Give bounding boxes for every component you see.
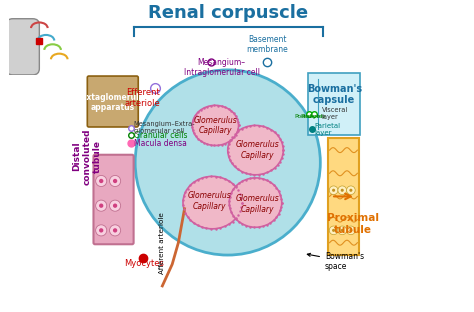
Circle shape	[332, 189, 335, 192]
FancyBboxPatch shape	[87, 76, 138, 127]
Circle shape	[341, 189, 344, 192]
Circle shape	[99, 228, 103, 232]
Circle shape	[113, 179, 117, 183]
Text: Glomerulus
Capillary: Glomerulus Capillary	[235, 140, 279, 160]
Ellipse shape	[229, 178, 282, 227]
Text: Mesangium–Extra-
glomerular cell: Mesangium–Extra- glomerular cell	[134, 121, 195, 134]
Text: Juxtaglomerular
apparatus: Juxtaglomerular apparatus	[78, 93, 148, 112]
Text: Bowman's
capsule: Bowman's capsule	[307, 84, 362, 105]
Text: Efferent
arteriole: Efferent arteriole	[125, 88, 161, 108]
Circle shape	[109, 175, 121, 187]
Circle shape	[99, 203, 103, 208]
Text: Glomerulus
Capillary: Glomerulus Capillary	[187, 191, 231, 211]
Circle shape	[346, 186, 355, 195]
Text: Myocytes: Myocytes	[124, 259, 164, 268]
Text: Basement
membrane: Basement membrane	[246, 35, 288, 55]
Text: Renal corpuscle: Renal corpuscle	[148, 4, 308, 22]
Circle shape	[96, 175, 107, 187]
Text: Parietal
layer: Parietal layer	[315, 123, 341, 136]
Circle shape	[96, 225, 107, 236]
FancyBboxPatch shape	[328, 138, 359, 255]
Text: Visceral
layer: Visceral layer	[322, 107, 348, 119]
FancyBboxPatch shape	[6, 19, 39, 75]
Text: Proximal
tubule: Proximal tubule	[327, 213, 379, 235]
Text: Afferent arteriole: Afferent arteriole	[159, 212, 165, 274]
Circle shape	[113, 203, 117, 208]
Circle shape	[96, 200, 107, 211]
Circle shape	[329, 186, 338, 195]
Circle shape	[109, 200, 121, 211]
Text: Glomerulus
Capillary: Glomerulus Capillary	[193, 116, 237, 135]
Ellipse shape	[228, 125, 283, 175]
Circle shape	[338, 226, 346, 235]
Circle shape	[349, 189, 353, 192]
Text: Distal
convoluted
tubule: Distal convoluted tubule	[73, 128, 102, 184]
Text: Macula densa: Macula densa	[134, 139, 186, 148]
Ellipse shape	[192, 105, 238, 145]
Circle shape	[341, 229, 344, 232]
Circle shape	[135, 70, 320, 255]
Text: Pedicels: Pedicels	[301, 114, 326, 119]
Ellipse shape	[183, 176, 242, 229]
Circle shape	[349, 229, 353, 232]
FancyBboxPatch shape	[308, 73, 360, 135]
Text: Granular cells: Granular cells	[134, 131, 187, 140]
Circle shape	[346, 226, 355, 235]
Circle shape	[338, 186, 346, 195]
FancyBboxPatch shape	[93, 155, 134, 244]
Text: Podocyte: Podocyte	[295, 114, 324, 119]
Circle shape	[113, 228, 117, 232]
Text: Bowman's
space: Bowman's space	[307, 251, 364, 271]
Text: Glomerulus
Capillary: Glomerulus Capillary	[235, 194, 279, 214]
Circle shape	[109, 225, 121, 236]
Text: Mesangium–
Intraglomerular cell: Mesangium– Intraglomerular cell	[183, 57, 260, 77]
Circle shape	[329, 226, 338, 235]
Circle shape	[99, 179, 103, 183]
Circle shape	[332, 229, 335, 232]
